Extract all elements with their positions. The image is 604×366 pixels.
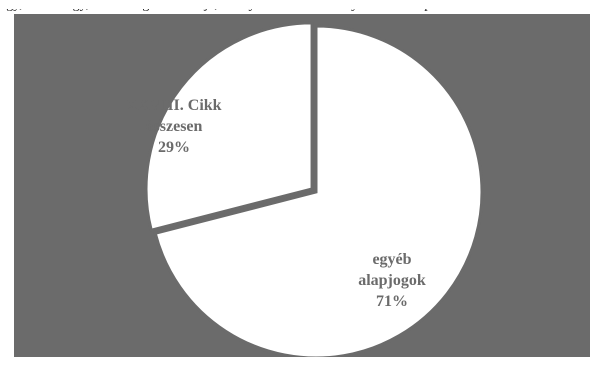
pie-slice-1	[144, 21, 314, 233]
slice-label-2: egyéb alapjogok 71%	[358, 251, 426, 310]
cropped-text-line: egy, vallási egy, szabadságát biztosítja…	[0, 0, 504, 12]
chart-area: XXVIII. Cikk összesen 29% egyéb alapjogok 71%	[14, 14, 590, 357]
slice-label-1: XXVIII. Cikk összesen 29%	[126, 97, 221, 156]
pie-chart: XXVIII. Cikk összesen 29% egyéb alapjogok 71%	[126, 21, 484, 357]
pie-slice-2	[153, 24, 484, 357]
